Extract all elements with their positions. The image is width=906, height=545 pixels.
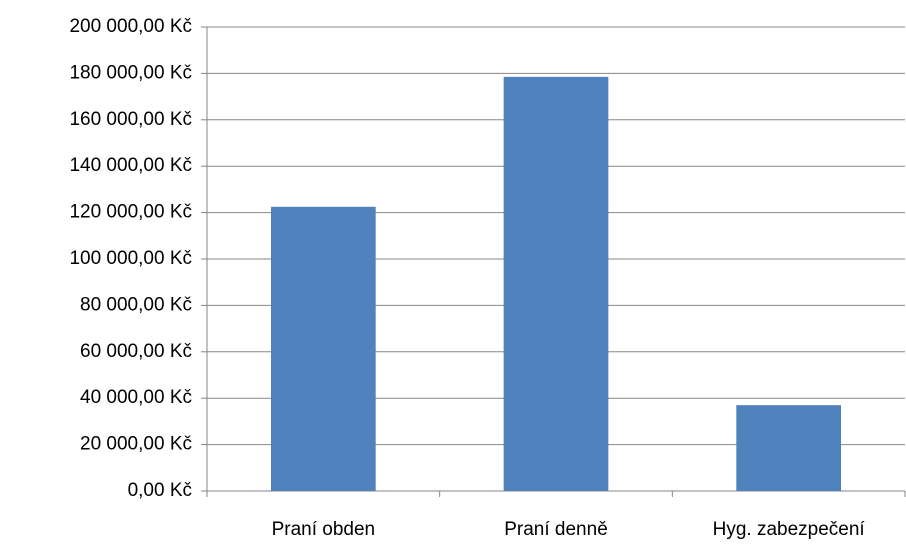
bar [503, 76, 609, 491]
bar [736, 405, 842, 491]
x-tick-label: Hyg. zabezpečení [713, 519, 866, 540]
y-tick-label: 200 000,00 Kč [69, 16, 192, 37]
bar [270, 206, 376, 492]
x-tick-label: Praní denně [504, 519, 608, 540]
x-tick-label: Praní obden [272, 519, 376, 540]
y-tick-label: 0,00 Kč [128, 480, 192, 501]
y-tick-label: 140 000,00 Kč [69, 155, 192, 176]
y-tick-label: 20 000,00 Kč [80, 434, 192, 455]
y-tick-label: 40 000,00 Kč [80, 387, 192, 408]
y-tick-label: 60 000,00 Kč [80, 341, 192, 362]
y-tick-label: 160 000,00 Kč [69, 109, 192, 130]
y-tick-label: 120 000,00 Kč [69, 202, 192, 223]
y-tick-label: 180 000,00 Kč [69, 62, 192, 83]
y-tick-label: 100 000,00 Kč [69, 248, 192, 269]
y-tick-label: 80 000,00 Kč [80, 294, 192, 315]
